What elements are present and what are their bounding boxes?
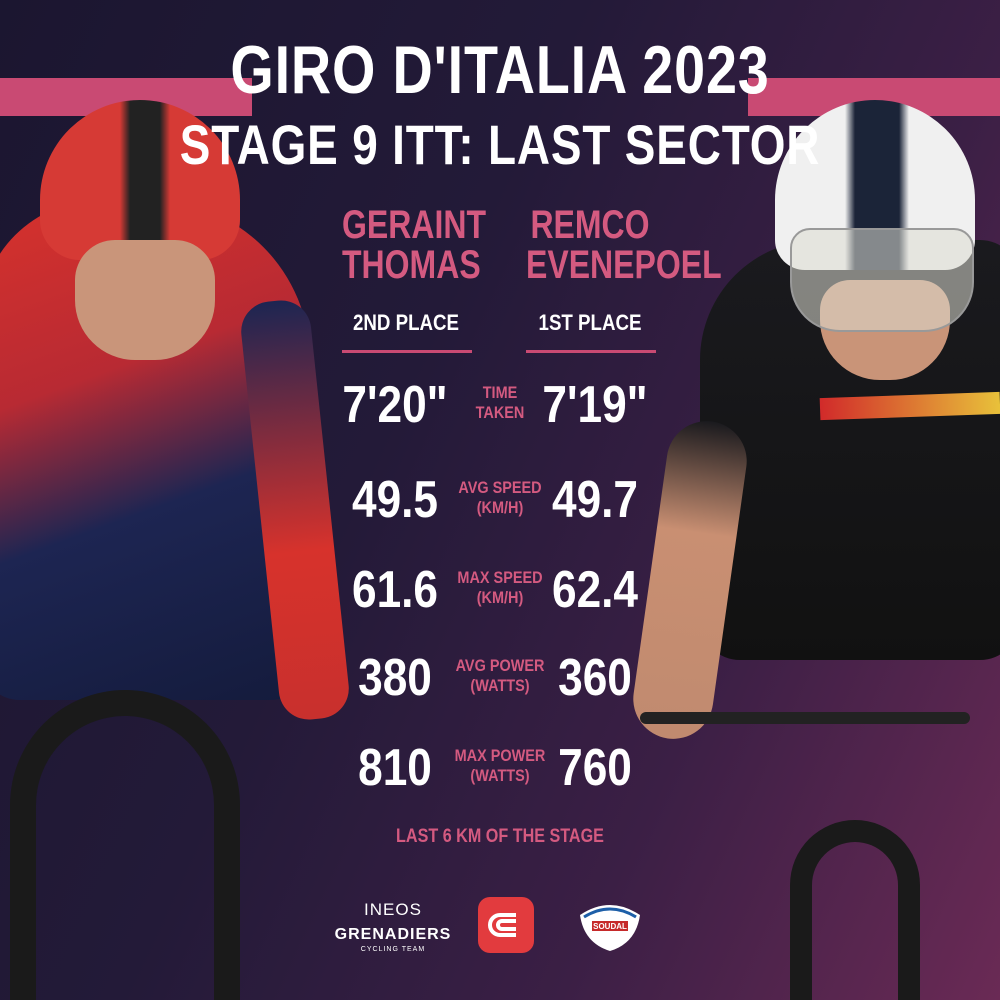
ineos-logo-text: INEOS [364, 900, 422, 919]
stat-row-avg-power: 380 AVG POWER (WATTS) 360 [330, 648, 670, 728]
grenadiers-logo-text: GRENADIERS [334, 926, 452, 943]
rider-place-thomas: 2ND PLACE [353, 310, 459, 335]
stat-label-line1: MAX SPEED [457, 568, 543, 587]
rider-name-thomas: GERAINT THOMAS [342, 203, 486, 287]
stat-label-line1: AVG POWER [455, 656, 545, 675]
remco-evenepoel-handlebar [640, 712, 970, 724]
stat-label: AVG POWER (WATTS) [453, 656, 547, 696]
soudal-logo-text: SOUDAL [593, 922, 627, 931]
stat-label-line2: (WATTS) [470, 676, 530, 695]
stat-label-line1: TIME [482, 383, 518, 402]
stat-label: TIME TAKEN [453, 383, 547, 423]
rider-first-name: REMCO [530, 203, 650, 247]
rider-first-name: GERAINT [342, 203, 486, 247]
divider-line [526, 350, 656, 353]
page-title: GIRO D'ITALIA 2023 [230, 32, 770, 108]
ineos-grenadiers-logo: INEOS GRENADIERS CYCLING TEAM [328, 900, 458, 953]
stat-value-thomas: 380 [358, 649, 432, 707]
stat-label-line1: AVG SPEED [458, 478, 542, 497]
stat-label-line2: (KM/H) [476, 588, 524, 607]
stat-value-thomas: 61.6 [351, 561, 439, 619]
page-subtitle: STAGE 9 ITT: LAST SECTOR [179, 113, 821, 176]
geraint-thomas-helmet [40, 100, 240, 260]
stat-label: MAX POWER (WATTS) [453, 746, 547, 786]
stat-label-line2: (KM/H) [476, 498, 524, 517]
stat-label-line2: (WATTS) [470, 766, 530, 785]
stat-label: MAX SPEED (KM/H) [453, 568, 547, 608]
stat-value-evenepoel: 62.4 [551, 561, 639, 619]
divider-line [342, 350, 472, 353]
rider-name-evenepoel: REMCO EVENEPOEL [526, 203, 722, 287]
footnote: LAST 6 KM OF THE STAGE [396, 826, 604, 847]
soudal-quick-step-logo: SOUDAL [570, 895, 650, 955]
stat-row-avg-speed: 49.5 AVG SPEED (KM/H) 49.7 [330, 470, 670, 550]
rider-place-evenepoel: 1ST PLACE [538, 310, 642, 335]
stat-value-evenepoel: 49.7 [551, 471, 639, 529]
rider-last-name: EVENEPOEL [526, 243, 722, 287]
remco-evenepoel-visor [790, 228, 974, 332]
stat-value-evenepoel: 7'19" [542, 376, 648, 434]
stat-value-evenepoel: 760 [558, 739, 632, 797]
cycling-team-logo-text: CYCLING TEAM [360, 946, 426, 953]
stat-value-thomas: 7'20" [342, 376, 448, 434]
stat-row-time: 7'20" TIME TAKEN 7'19" [330, 375, 670, 455]
rider-last-name: THOMAS [342, 243, 481, 287]
stat-label-line1: MAX POWER [454, 746, 546, 765]
stat-value-evenepoel: 360 [558, 649, 632, 707]
cycling-brand-logo-icon [478, 897, 534, 953]
stat-value-thomas: 49.5 [351, 471, 439, 529]
stat-label-line2: TAKEN [475, 403, 525, 422]
stat-label: AVG SPEED (KM/H) [453, 478, 547, 518]
stat-value-thomas: 810 [358, 739, 432, 797]
geraint-thomas-face [75, 240, 215, 360]
stat-row-max-speed: 61.6 MAX SPEED (KM/H) 62.4 [330, 560, 670, 640]
stat-row-max-power: 810 MAX POWER (WATTS) 760 [330, 738, 670, 818]
